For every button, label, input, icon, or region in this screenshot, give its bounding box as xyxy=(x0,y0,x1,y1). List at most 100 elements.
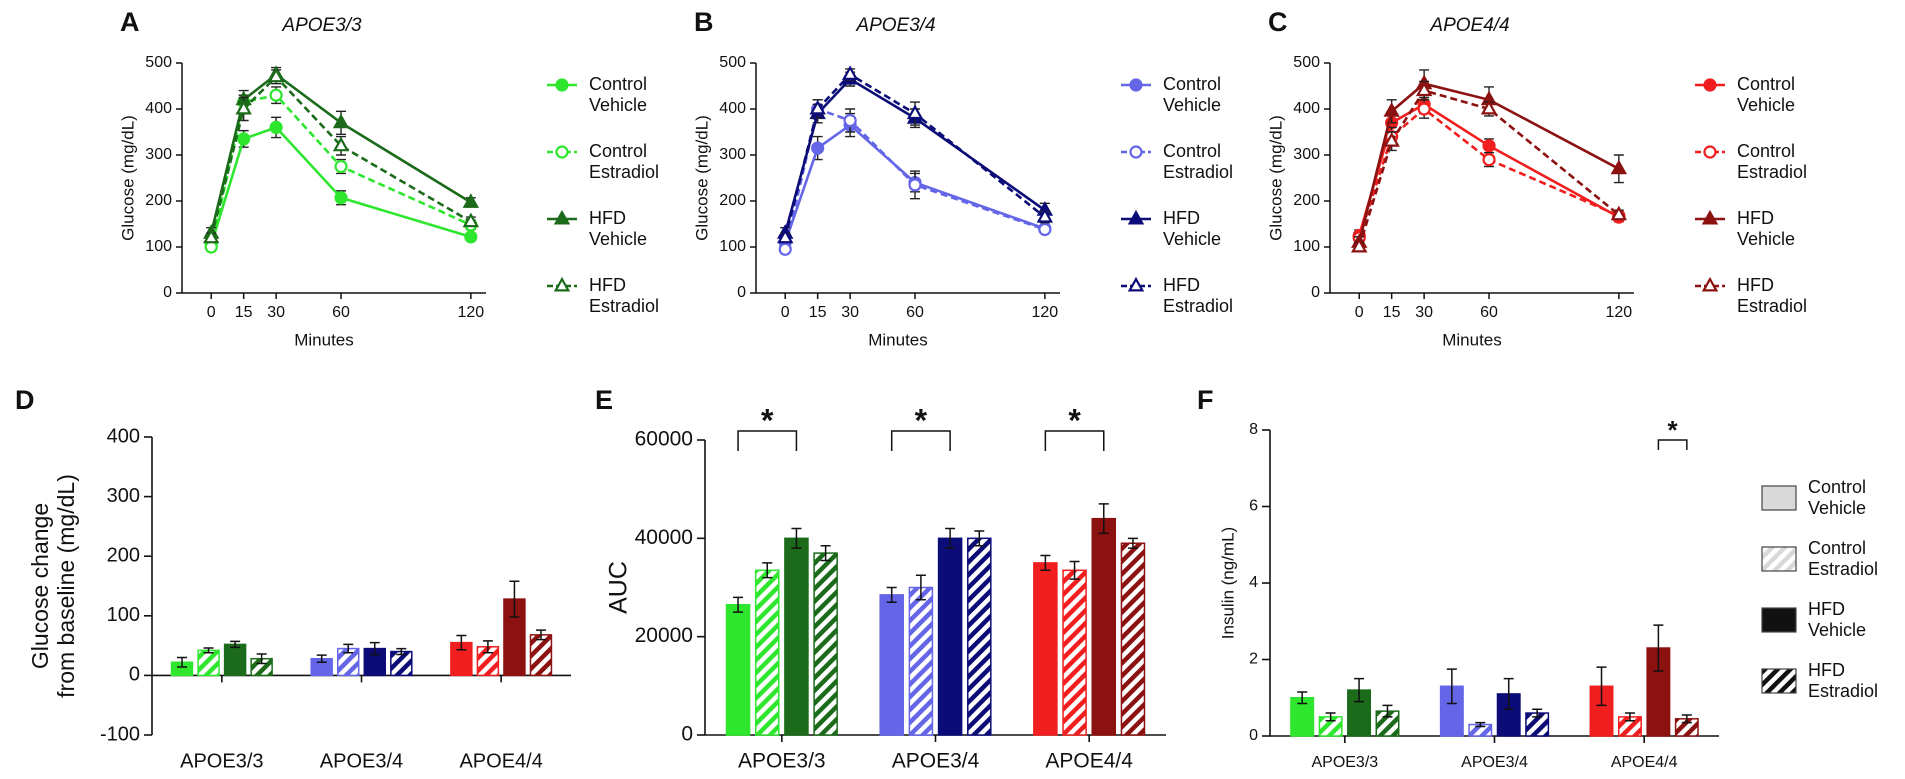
panel-label: A xyxy=(120,7,140,37)
x-tick-label: 120 xyxy=(458,304,485,321)
legend-marker xyxy=(555,78,569,92)
legend-label: HFD Estradiol xyxy=(1808,660,1879,701)
panel-label: E xyxy=(595,385,613,415)
marker xyxy=(1482,153,1496,167)
y-axis-label: Glucose (mg/dL) xyxy=(118,115,137,241)
y-tick-label: 6 xyxy=(1249,498,1258,515)
significance-label: * xyxy=(761,402,774,438)
x-tick-label: APOE3/3 xyxy=(1311,754,1378,771)
x-tick-label: APOE4/4 xyxy=(1045,750,1133,773)
y-tick-label: 8 xyxy=(1249,421,1258,438)
legend-marker xyxy=(1127,276,1145,292)
y-tick-label: 60000 xyxy=(635,428,693,451)
legend-marker xyxy=(553,209,571,225)
significance-bracket xyxy=(1044,430,1105,451)
error-bar xyxy=(177,656,188,668)
bar xyxy=(1033,562,1058,736)
y-tick-label: 4 xyxy=(1249,574,1258,591)
y-tick-label: 200 xyxy=(107,544,140,566)
legend-marker xyxy=(1129,78,1143,92)
marker xyxy=(203,228,220,244)
legend-label: Control Vehicle xyxy=(1737,74,1796,115)
error-bar xyxy=(945,527,956,549)
marker xyxy=(841,65,859,80)
x-tick-label: 0 xyxy=(781,304,790,321)
legend-marker xyxy=(553,276,571,292)
x-tick-label: 15 xyxy=(809,304,827,321)
legend-marker xyxy=(1701,276,1719,292)
y-tick-label: 500 xyxy=(145,54,172,71)
error-bar xyxy=(256,653,267,665)
error-bar xyxy=(1040,554,1051,572)
series-line xyxy=(1357,107,1620,239)
bar xyxy=(908,586,934,736)
x-tick-label: APOE3/4 xyxy=(320,750,403,772)
error-bar xyxy=(762,562,773,579)
legend-label: HFD Estradiol xyxy=(589,275,660,316)
error-bar xyxy=(1624,712,1635,722)
panel-label: D xyxy=(15,385,35,415)
error-bar xyxy=(1503,677,1514,710)
y-axis-label: Glucose (mg/dL) xyxy=(1266,115,1285,241)
error-bar xyxy=(1127,537,1138,549)
legend-marker xyxy=(555,145,569,159)
x-axis-label: Minutes xyxy=(868,330,928,349)
significance-bracket xyxy=(1657,439,1688,450)
error-bar xyxy=(974,530,985,547)
legend-marker xyxy=(1701,209,1719,225)
y-tick-label: 100 xyxy=(145,238,172,255)
significance-bracket xyxy=(737,430,798,451)
legend-label: HFD Estradiol xyxy=(1163,275,1234,316)
y-tick-label: 400 xyxy=(719,100,746,117)
marker xyxy=(809,99,826,115)
legend-marker xyxy=(1129,145,1143,159)
error-bar xyxy=(1382,704,1393,718)
y-tick-label: 500 xyxy=(719,54,746,71)
x-tick-label: 15 xyxy=(1383,304,1401,321)
y-tick-label: 300 xyxy=(107,485,140,507)
legend-label: Control Estradiol xyxy=(1163,141,1234,182)
bar xyxy=(754,569,780,736)
x-tick-label: 0 xyxy=(1355,304,1364,321)
error-bar xyxy=(1596,666,1607,707)
x-axis-label: Minutes xyxy=(1442,330,1502,349)
legend-swatch xyxy=(1761,485,1797,511)
error-bar xyxy=(482,640,493,654)
y-tick-label: 300 xyxy=(145,146,172,163)
legend-label: HFD Vehicle xyxy=(1737,208,1796,249)
x-tick-label: 120 xyxy=(1032,304,1059,321)
bar xyxy=(1062,569,1087,736)
y-tick-label: 0 xyxy=(129,664,140,686)
y-tick-label: 400 xyxy=(145,100,172,117)
error-bar xyxy=(1069,560,1080,580)
bar xyxy=(879,594,904,736)
error-bar xyxy=(1532,708,1543,718)
y-axis-label: from baseline (mg/dL) xyxy=(53,474,79,698)
legend-label: Control Vehicle xyxy=(589,74,648,115)
x-tick-label: APOE3/3 xyxy=(180,750,263,772)
marker xyxy=(235,99,252,115)
error-bar xyxy=(1681,714,1692,724)
marker xyxy=(1383,132,1400,147)
bar xyxy=(937,537,963,736)
y-tick-label: 500 xyxy=(1293,54,1320,71)
marker xyxy=(237,132,251,146)
legend-label: Control Estradiol xyxy=(1808,538,1879,579)
series-line xyxy=(783,72,1046,239)
y-tick-label: 0 xyxy=(681,723,693,746)
bar xyxy=(223,643,247,677)
x-tick-label: 30 xyxy=(841,304,859,321)
marker xyxy=(334,159,348,174)
y-tick-label: 100 xyxy=(1293,238,1320,255)
x-tick-label: APOE4/4 xyxy=(459,750,542,772)
legend-label: Control Vehicle xyxy=(1163,74,1222,115)
significance-label: * xyxy=(1068,402,1081,438)
marker xyxy=(777,228,794,244)
marker xyxy=(464,230,478,244)
error-bar xyxy=(369,641,380,656)
legend-marker xyxy=(1703,145,1717,159)
y-tick-label: 300 xyxy=(719,146,746,163)
legend-label: HFD Vehicle xyxy=(1808,599,1867,640)
error-bar xyxy=(509,580,520,618)
